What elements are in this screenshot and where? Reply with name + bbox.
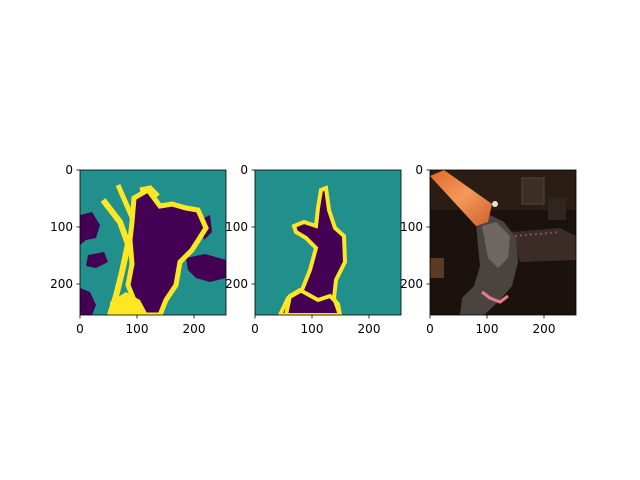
mask-boundary: [139, 185, 160, 198]
x-axis: 0 100 200: [76, 315, 205, 336]
axes-frame: [429, 169, 577, 316]
x-tick-label: 200: [183, 322, 206, 336]
x-tick-label: 100: [476, 322, 499, 336]
input-photo-image: [430, 170, 576, 315]
photo-dog-collar: [481, 290, 509, 304]
panel-ground-truth-mask: 0 100 200 0 100 200: [225, 163, 402, 336]
y-tick-label: 0: [65, 163, 73, 177]
mask-boundary: [110, 292, 148, 315]
mask-object-region: [80, 212, 100, 245]
x-axis: 0 100 200: [251, 315, 380, 336]
photo-furniture: [548, 198, 566, 220]
panel-predicted-mask: 0 100 200 0 100 200: [50, 163, 227, 336]
y-tick-label: 0: [240, 163, 248, 177]
x-tick-label: 0: [251, 322, 259, 336]
y-tick-label: 100: [225, 220, 248, 234]
x-tick-label: 100: [126, 322, 149, 336]
x-tick-label: 200: [533, 322, 556, 336]
mask-object-region: [86, 252, 108, 268]
y-axis: 0 100 200: [225, 163, 255, 291]
mask-object-region: [125, 186, 209, 315]
y-tick-label: 200: [400, 277, 423, 291]
ground-truth-mask-image: [255, 170, 401, 315]
photo-bottle-cap: [492, 201, 498, 207]
predicted-mask-image: [80, 170, 226, 315]
x-tick-label: 0: [426, 322, 434, 336]
y-axis: 0 100 200: [400, 163, 430, 291]
photo-lamp: [430, 258, 444, 278]
mask-object-region: [80, 288, 96, 315]
axes-frame: [254, 169, 402, 316]
photo-frame: [521, 177, 545, 205]
y-tick-label: 100: [50, 220, 73, 234]
x-tick-label: 0: [76, 322, 84, 336]
y-tick-label: 0: [415, 163, 423, 177]
photo-dog-highlight: [482, 222, 510, 268]
mask-boundary: [283, 287, 343, 315]
y-tick-label: 200: [50, 277, 73, 291]
y-axis: 0 100 200: [50, 163, 80, 291]
axes-frame: [79, 169, 227, 316]
y-tick-label: 200: [225, 277, 248, 291]
x-tick-label: 100: [301, 322, 324, 336]
mask-object-region: [186, 254, 226, 282]
photo-toy: [430, 170, 492, 226]
y-tick-label: 100: [400, 220, 423, 234]
photo-blanket: [512, 228, 576, 262]
panel-input-photo: 0 100 200 0 100 200: [400, 163, 577, 336]
x-axis: 0 100 200: [426, 315, 555, 336]
x-tick-label: 200: [358, 322, 381, 336]
